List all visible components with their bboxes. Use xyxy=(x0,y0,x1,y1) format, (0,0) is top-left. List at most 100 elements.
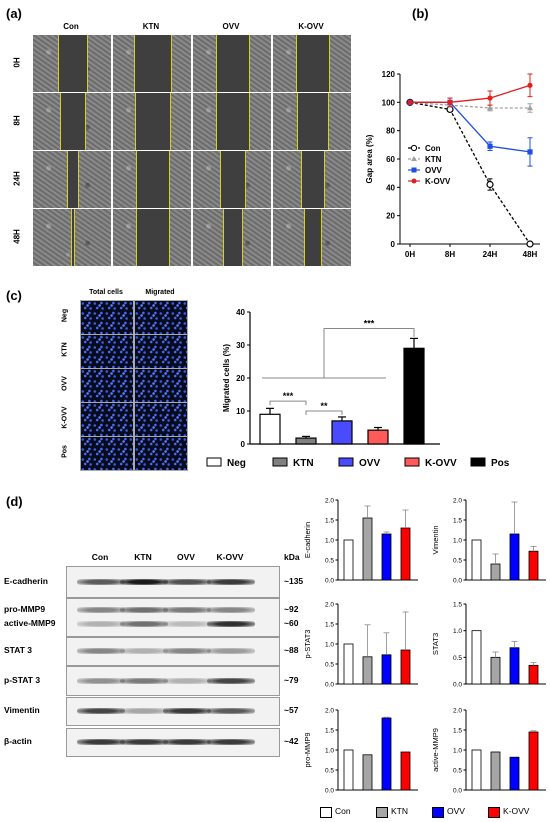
protein-band xyxy=(163,621,211,627)
fluorescence-tile xyxy=(134,368,188,403)
series-line xyxy=(410,84,531,103)
scratch-gap xyxy=(296,35,330,92)
legend-label: Con xyxy=(425,144,441,153)
row-label: 48H xyxy=(12,228,22,244)
row-label: 24H xyxy=(12,170,22,186)
protein-label: STAT 3 xyxy=(4,645,33,655)
legend-label: OVV xyxy=(359,458,380,469)
legend-label: KTN xyxy=(391,806,408,816)
y-axis-label: active-MMP9 xyxy=(431,728,440,772)
y-tick-label: 0.5 xyxy=(453,558,462,565)
y-tick-label: 1.5 xyxy=(453,518,462,525)
y-tick-label: 1.0 xyxy=(325,538,334,545)
bar xyxy=(400,751,411,791)
data-point xyxy=(407,99,413,105)
protein-band xyxy=(77,648,125,654)
protein-band xyxy=(120,739,168,745)
kda-marker: ~60 xyxy=(284,618,299,628)
lane-label: KTN xyxy=(134,552,152,562)
y-tick-label: 0.0 xyxy=(453,682,462,689)
data-point xyxy=(527,104,533,111)
protein-label: pro-MMP9 xyxy=(4,604,46,614)
y-tick-label: 20 xyxy=(236,374,245,383)
data-point xyxy=(527,149,533,155)
bar xyxy=(528,550,539,581)
scratch-gap xyxy=(60,93,86,150)
column-label: Migrated xyxy=(145,289,175,296)
row-label: OVV xyxy=(61,375,69,391)
y-tick-label: 1.5 xyxy=(325,728,334,735)
significance-label: *** xyxy=(364,319,375,329)
legend-swatch xyxy=(488,807,500,818)
micrograph-tile xyxy=(272,208,352,267)
kda-marker: ~135 xyxy=(284,576,304,586)
protein-band xyxy=(207,678,255,684)
protein-band xyxy=(77,678,125,684)
micrograph-tile xyxy=(192,208,272,267)
protein-band xyxy=(77,708,125,714)
densitometry-chart: 0.0 0.5 1.0 1.5 2.0 active-MMP9 xyxy=(431,708,546,795)
micrograph-tile xyxy=(192,34,272,93)
row-label: 8H xyxy=(12,114,22,126)
y-tick-label: 120 xyxy=(382,70,396,79)
lane-label: OVV xyxy=(177,552,195,562)
protein-band xyxy=(207,648,255,654)
micrograph-tile xyxy=(32,150,112,209)
fluorescence-tile xyxy=(80,368,134,403)
bar xyxy=(362,754,373,791)
fluorescence-tile xyxy=(80,334,134,369)
densitometry-chart: 0.0 0.5 1.0 1.5 2.0 E-cadherin xyxy=(303,498,418,585)
bar xyxy=(490,751,501,791)
scratch-gap xyxy=(67,151,79,208)
blot-strip xyxy=(66,637,280,666)
scratch-gap xyxy=(58,35,88,92)
fluorescence-tile xyxy=(134,436,188,471)
micrograph-tile xyxy=(32,34,112,93)
y-tick-label: 2.0 xyxy=(325,498,334,505)
y-tick-label: 1.5 xyxy=(453,602,462,609)
scratch-gap xyxy=(304,209,322,266)
protein-band xyxy=(77,739,125,745)
data-point xyxy=(447,99,453,105)
data-point xyxy=(487,143,493,149)
y-axis-label: pro-MMP9 xyxy=(303,732,312,767)
protein-band xyxy=(207,607,255,613)
column-label: Con xyxy=(63,22,79,31)
y-axis-label: Vimentin xyxy=(431,525,440,554)
micrograph-tile xyxy=(192,92,272,151)
scratch-gap xyxy=(223,209,243,266)
scratch-gap xyxy=(220,151,246,208)
series-line xyxy=(409,101,530,109)
fluorescence-tile xyxy=(134,300,188,335)
legend-label: K-OVV xyxy=(425,177,451,186)
bar xyxy=(490,656,501,685)
protein-band xyxy=(163,708,211,714)
protein-band xyxy=(207,739,255,745)
bar xyxy=(471,630,482,685)
protein-band xyxy=(207,708,255,714)
lane-label: Con xyxy=(91,552,109,562)
y-axis-label: Gap area (%) xyxy=(365,134,374,183)
gap-area-chart: 0 20 40 60 80 100 120 0H 8H 24H 48H Gap area (%) Con… xyxy=(365,70,540,259)
protein-band xyxy=(120,579,168,585)
kda-marker: ~88 xyxy=(284,645,299,655)
protein-label: p-STAT 3 xyxy=(4,675,41,685)
y-tick-label: 0.0 xyxy=(453,578,462,585)
y-axis-label: STAT3 xyxy=(431,633,440,655)
y-tick-label: 0.5 xyxy=(325,662,334,669)
blot-strip xyxy=(66,666,280,696)
micrograph-tile xyxy=(112,34,192,93)
y-tick-label: 60 xyxy=(386,155,395,164)
data-point xyxy=(527,82,533,88)
y-tick-label: 2.0 xyxy=(453,498,462,505)
scratch-gap xyxy=(134,93,172,150)
y-tick-label: 1.0 xyxy=(453,538,462,545)
densitometry-chart: 0.0 0.5 1.0 1.5 2.0 Vimentin xyxy=(431,498,546,585)
y-tick-label: 0.5 xyxy=(325,558,334,565)
x-tick-label: 8H xyxy=(445,250,455,259)
protein-band xyxy=(120,607,168,613)
x-tick-label: 24H xyxy=(483,250,498,259)
legend-label: KTN xyxy=(425,155,442,164)
legend-swatch xyxy=(320,807,332,818)
y-tick-label: 0.0 xyxy=(325,788,334,795)
